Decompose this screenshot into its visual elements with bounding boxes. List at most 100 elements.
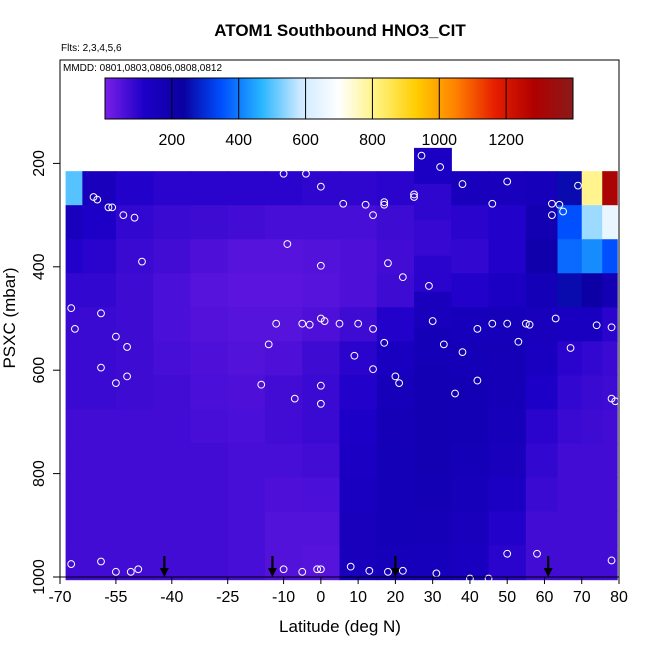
colorbar-tick-label: 200 [159, 132, 186, 149]
heatmap-cell [227, 239, 266, 274]
heatmap-cell [227, 307, 266, 342]
heatmap-cell [557, 443, 583, 479]
sample-point [97, 363, 105, 372]
sample-point [346, 562, 355, 571]
heatmap-cell [264, 205, 303, 240]
sample-point [316, 381, 325, 390]
heatmap-cell [302, 171, 341, 206]
y-tick-label: 800 [31, 460, 48, 487]
heatmap-cell [302, 409, 341, 445]
heatmap-cell [376, 171, 415, 206]
heatmap-cell [153, 477, 192, 513]
heatmap-cell [115, 409, 154, 445]
heatmap-cell [488, 239, 527, 274]
heatmap-cell [376, 409, 415, 445]
sample-point [361, 200, 370, 209]
sample-point [112, 332, 120, 341]
heatmap-cell [557, 545, 583, 581]
heatmap-cell [264, 545, 303, 581]
sample-point [484, 574, 493, 583]
heatmap-cell [488, 443, 527, 479]
heatmap-cell [451, 205, 490, 240]
heatmap-cell [602, 511, 618, 547]
heatmap-cell [581, 477, 603, 513]
heatmap-cell [82, 511, 117, 547]
heatmap-cell [602, 443, 618, 479]
heatmap-cell [488, 205, 527, 240]
flights-note: Flts: 2,3,4,5,6 [61, 43, 122, 54]
heatmap-cell [581, 171, 603, 206]
sample-point [316, 182, 325, 191]
heatmap-cell [115, 443, 154, 479]
heatmap-cell [82, 341, 117, 376]
heatmap-cell [153, 545, 192, 581]
x-tick-label: -55 [104, 589, 127, 606]
sample-point [123, 372, 131, 381]
heatmap-cell [414, 147, 452, 185]
heatmap-cell [115, 171, 154, 206]
heatmap-cell [414, 291, 452, 329]
sample-points [67, 151, 620, 583]
heatmap-cell [451, 273, 490, 308]
x-tick-label: -40 [160, 589, 183, 606]
heatmap-cell [581, 375, 603, 411]
x-tick-label: 70 [573, 589, 591, 606]
heatmap-cell [581, 307, 603, 342]
x-tick-label: -10 [272, 589, 295, 606]
heatmap-cell [190, 171, 229, 206]
heatmap-cell [339, 307, 378, 342]
heatmap-cell [82, 307, 117, 342]
sample-point [316, 565, 325, 574]
sample-point [257, 380, 266, 389]
heatmap-cell [339, 443, 378, 479]
x-tick-label: -25 [216, 589, 239, 606]
heatmap-cell [525, 511, 559, 547]
heatmap-cell [376, 273, 415, 308]
sample-point [439, 340, 448, 349]
sample-point [67, 304, 76, 313]
heatmap-cell [227, 375, 266, 411]
sample-point [473, 324, 482, 333]
sample-point [384, 567, 392, 576]
sample-point [365, 566, 374, 575]
heatmap-cell [227, 511, 266, 547]
heatmap-cell [525, 239, 559, 274]
heatmap-cell [581, 205, 603, 240]
sample-point [607, 556, 616, 565]
y-axis: 200 400 600 800 1000 [31, 150, 60, 595]
heatmap-cell [115, 477, 154, 513]
heatmap-cell [264, 511, 303, 547]
heatmap-cells [65, 147, 618, 581]
sample-point [451, 389, 459, 398]
heatmap-cell [376, 307, 415, 342]
heatmap-cell [414, 327, 452, 365]
heatmap-cell [227, 409, 266, 445]
sample-point [607, 323, 616, 332]
sample-point [138, 257, 146, 266]
sample-point [369, 365, 377, 374]
heatmap-cell [451, 545, 490, 581]
heatmap-cell [581, 341, 603, 376]
heatmap-cell [581, 273, 603, 308]
heatmap-cell [302, 477, 341, 513]
heatmap-cell [264, 273, 303, 308]
heatmap-cell [65, 477, 83, 513]
heatmap-cell [557, 477, 583, 513]
sample-point [521, 319, 530, 328]
heatmap-cell [153, 205, 192, 240]
sample-point [592, 321, 601, 330]
sample-point [458, 348, 467, 357]
heatmap-cell [339, 341, 378, 376]
heatmap-cell [602, 171, 618, 206]
sample-point [93, 195, 102, 204]
colorbar-tick-label: 1200 [488, 132, 524, 149]
heatmap-cell [451, 477, 490, 513]
heatmap-cell [302, 443, 341, 479]
sample-point [410, 190, 418, 199]
heatmap-cell [65, 511, 83, 547]
heatmap-cell [557, 341, 583, 376]
heatmap-cell [488, 477, 527, 513]
heatmap-cell [581, 239, 603, 274]
heatmap-cell [557, 409, 583, 445]
